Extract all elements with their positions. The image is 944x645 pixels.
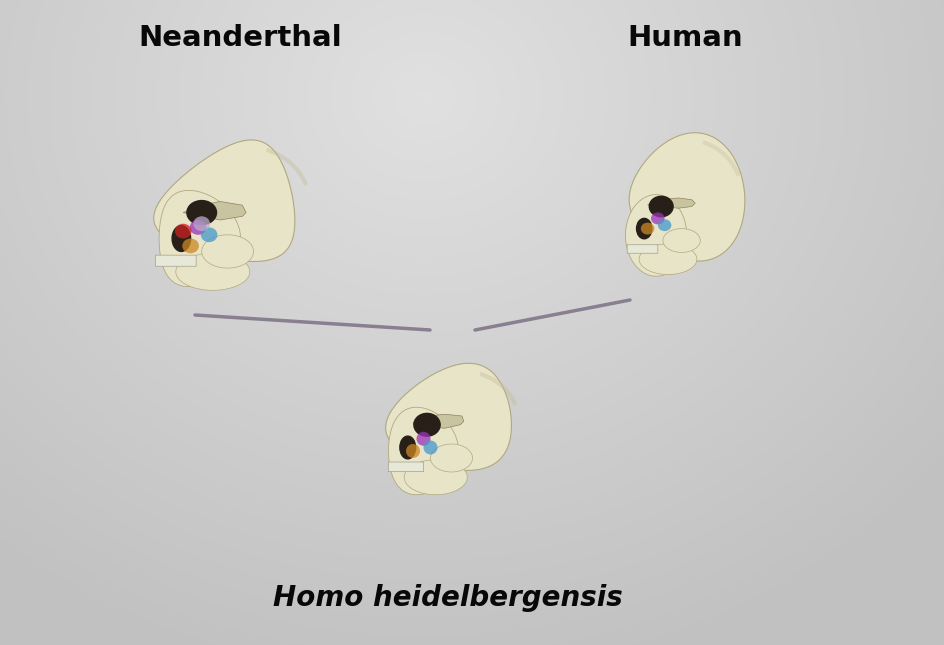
Ellipse shape: [172, 226, 191, 252]
Ellipse shape: [187, 201, 216, 224]
FancyBboxPatch shape: [627, 244, 658, 253]
Polygon shape: [202, 235, 254, 268]
Ellipse shape: [400, 436, 415, 459]
Polygon shape: [386, 363, 512, 470]
Polygon shape: [630, 133, 745, 261]
Text: Neanderthal: Neanderthal: [138, 24, 342, 52]
FancyBboxPatch shape: [389, 462, 424, 471]
Polygon shape: [404, 460, 467, 495]
Ellipse shape: [201, 228, 217, 243]
Ellipse shape: [194, 216, 210, 231]
Polygon shape: [626, 195, 686, 276]
Ellipse shape: [190, 220, 207, 235]
Polygon shape: [176, 253, 250, 290]
Polygon shape: [183, 201, 246, 220]
Ellipse shape: [641, 223, 654, 235]
Text: Human: Human: [627, 24, 743, 52]
Polygon shape: [663, 228, 700, 252]
Ellipse shape: [636, 219, 652, 239]
Ellipse shape: [651, 212, 665, 224]
Ellipse shape: [182, 239, 199, 253]
Polygon shape: [389, 407, 459, 495]
Text: Homo heidelbergensis: Homo heidelbergensis: [273, 584, 623, 612]
Polygon shape: [160, 190, 241, 286]
Ellipse shape: [424, 441, 437, 455]
Ellipse shape: [175, 224, 192, 239]
Polygon shape: [639, 244, 697, 275]
Polygon shape: [413, 414, 464, 428]
Ellipse shape: [413, 413, 440, 436]
Ellipse shape: [649, 196, 673, 217]
Ellipse shape: [416, 432, 430, 446]
Polygon shape: [648, 198, 695, 208]
Polygon shape: [430, 444, 473, 472]
Polygon shape: [154, 140, 295, 261]
Ellipse shape: [658, 219, 671, 231]
FancyBboxPatch shape: [156, 255, 196, 266]
Ellipse shape: [406, 444, 420, 458]
